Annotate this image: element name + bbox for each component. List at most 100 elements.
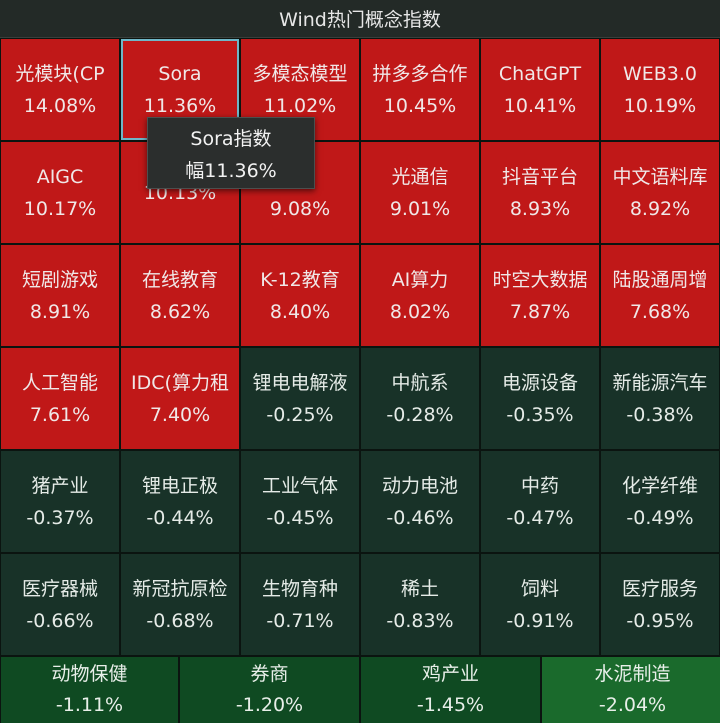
concept-tile[interactable]: 动物保健 -1.11% <box>1 657 178 723</box>
concept-tile[interactable]: 人工智能 7.61% <box>1 348 119 449</box>
concept-name: 时空大数据 <box>492 268 588 291</box>
concept-change-pct: -0.44% <box>146 506 214 529</box>
concept-tile[interactable]: 新冠抗原检 -0.68% <box>121 554 239 655</box>
concept-tile[interactable]: 饲料 -0.91% <box>481 554 599 655</box>
concept-name: 抖音平台 <box>501 165 578 188</box>
concept-tile[interactable]: 动力电池 -0.46% <box>361 451 479 552</box>
concept-name: 券商 <box>250 663 289 685</box>
concept-tile[interactable]: 水泥制造 -2.04% <box>542 657 720 723</box>
concept-tile[interactable]: 新能源汽车 -0.38% <box>601 348 719 449</box>
concept-tile[interactable]: 稀土 -0.83% <box>361 554 479 655</box>
concept-change-pct: -1.20% <box>235 694 304 716</box>
concept-name: 新冠抗原检 <box>132 577 228 600</box>
concept-name: Sora <box>158 62 202 85</box>
concept-tile[interactable]: 拼多多合作 10.45% <box>361 39 479 140</box>
concept-tile[interactable]: 鸡产业 -1.45% <box>361 657 540 723</box>
concept-tile[interactable]: 中文语料库 8.92% <box>601 142 719 243</box>
concept-name: 中药 <box>520 474 559 497</box>
concept-name: IDC(算力租 <box>131 371 229 394</box>
concept-tile[interactable]: 陆股通周增 7.68% <box>601 245 719 346</box>
concept-change-pct: -1.45% <box>416 694 485 716</box>
concept-name: 医疗服务 <box>621 577 698 600</box>
concept-change-pct: 10.41% <box>503 94 577 117</box>
concept-change-pct: -0.71% <box>266 609 334 632</box>
tooltip-title: Sora指数 <box>190 128 272 150</box>
concept-name: 陆股通周增 <box>612 268 708 291</box>
concept-tile[interactable]: 生物育种 -0.71% <box>241 554 359 655</box>
concept-change-pct: 7.40% <box>149 403 211 426</box>
concept-name: 锂电电解液 <box>252 371 348 394</box>
concept-change-pct: -0.95% <box>626 609 694 632</box>
concept-tile[interactable]: 猪产业 -0.37% <box>1 451 119 552</box>
concept-change-pct: 7.68% <box>629 300 691 323</box>
concept-name: 动力电池 <box>381 474 458 497</box>
concept-name: 光通信 <box>391 165 449 188</box>
concept-tile[interactable]: K-12教育 8.40% <box>241 245 359 346</box>
concept-name: 饲料 <box>520 577 559 600</box>
concept-change-pct: 10.45% <box>383 94 457 117</box>
concept-change-pct: 11.02% <box>263 94 337 117</box>
concept-tile[interactable]: 时空大数据 7.87% <box>481 245 599 346</box>
concept-change-pct: -0.66% <box>26 609 94 632</box>
concept-tile[interactable]: 短剧游戏 8.91% <box>1 245 119 346</box>
concept-name: 锂电正极 <box>141 474 218 497</box>
concept-name: K-12教育 <box>260 268 340 291</box>
concept-name: 猪产业 <box>31 474 89 497</box>
concept-tile[interactable]: ChatGPT 10.41% <box>481 39 599 140</box>
concept-change-pct: 7.87% <box>509 300 571 323</box>
concept-tile[interactable]: AIGC 10.17% <box>1 142 119 243</box>
concept-change-pct: -0.45% <box>266 506 334 529</box>
concept-name: 化学纤维 <box>621 474 698 497</box>
tooltip-value: 幅11.36% <box>185 160 277 182</box>
concept-change-pct: 8.91% <box>29 300 91 323</box>
concept-name: ChatGPT <box>498 62 582 85</box>
concept-tile[interactable]: 多模态模型 11.02% <box>241 39 359 140</box>
concept-name: 水泥制造 <box>594 663 671 685</box>
concept-change-pct: 8.02% <box>389 300 451 323</box>
concept-change-pct: 9.08% <box>269 197 331 220</box>
concept-heatmap-bottom-row: 动物保健 -1.11% 券商 -1.20% 鸡产业 -1.45% 水泥制造 -2.04% <box>0 656 720 723</box>
concept-change-pct: 8.40% <box>269 300 331 323</box>
panel-title-text: Wind热门概念指数 <box>279 9 441 31</box>
concept-change-pct: 11.36% <box>143 94 217 117</box>
concept-tile[interactable]: 光通信 9.01% <box>361 142 479 243</box>
concept-name: 拼多多合作 <box>372 62 468 85</box>
concept-change-pct: 7.61% <box>29 403 91 426</box>
concept-change-pct: -0.91% <box>506 609 574 632</box>
concept-tile[interactable]: WEB3.0 10.19% <box>601 39 719 140</box>
concept-name: 工业气体 <box>261 474 338 497</box>
concept-change-pct: -0.28% <box>386 403 454 426</box>
concept-tile[interactable]: 医疗服务 -0.95% <box>601 554 719 655</box>
concept-name: 中文语料库 <box>612 165 708 188</box>
concept-change-pct: 8.92% <box>629 197 691 220</box>
concept-name: 人工智能 <box>21 371 98 394</box>
concept-change-pct: 10.19% <box>623 94 697 117</box>
concept-tile[interactable]: 电源设备 -0.35% <box>481 348 599 449</box>
concept-tile[interactable]: 锂电电解液 -0.25% <box>241 348 359 449</box>
concept-tile[interactable]: 锂电正极 -0.44% <box>121 451 239 552</box>
concept-name: 动物保健 <box>51 663 128 685</box>
concept-tile[interactable]: 券商 -1.20% <box>180 657 359 723</box>
concept-tile[interactable]: 化学纤维 -0.49% <box>601 451 719 552</box>
concept-tile[interactable]: 工业气体 -0.45% <box>241 451 359 552</box>
concept-tile[interactable]: 中药 -0.47% <box>481 451 599 552</box>
concept-name: 光模块(CP <box>15 62 105 85</box>
concept-change-pct: 8.93% <box>509 197 571 220</box>
concept-tile[interactable]: 光模块(CP 14.08% <box>1 39 119 140</box>
concept-name: 多模态模型 <box>252 62 348 85</box>
concept-tile[interactable]: 在线教育 8.62% <box>121 245 239 346</box>
concept-name: 在线教育 <box>141 268 218 291</box>
concept-name: 中航系 <box>391 371 449 394</box>
concept-change-pct: -1.11% <box>55 694 124 716</box>
concept-tile[interactable]: IDC(算力租 7.40% <box>121 348 239 449</box>
concept-tile[interactable]: 抖音平台 8.93% <box>481 142 599 243</box>
concept-change-pct: -0.47% <box>506 506 574 529</box>
concept-name: AI算力 <box>391 268 449 291</box>
concept-change-pct: -0.46% <box>386 506 454 529</box>
concept-name: 鸡产业 <box>421 663 479 685</box>
concept-tile[interactable]: 中航系 -0.28% <box>361 348 479 449</box>
concept-change-pct: 10.17% <box>23 197 97 220</box>
concept-tile[interactable]: 医疗器械 -0.66% <box>1 554 119 655</box>
concept-tile[interactable]: AI算力 8.02% <box>361 245 479 346</box>
concept-name: WEB3.0 <box>622 62 698 85</box>
